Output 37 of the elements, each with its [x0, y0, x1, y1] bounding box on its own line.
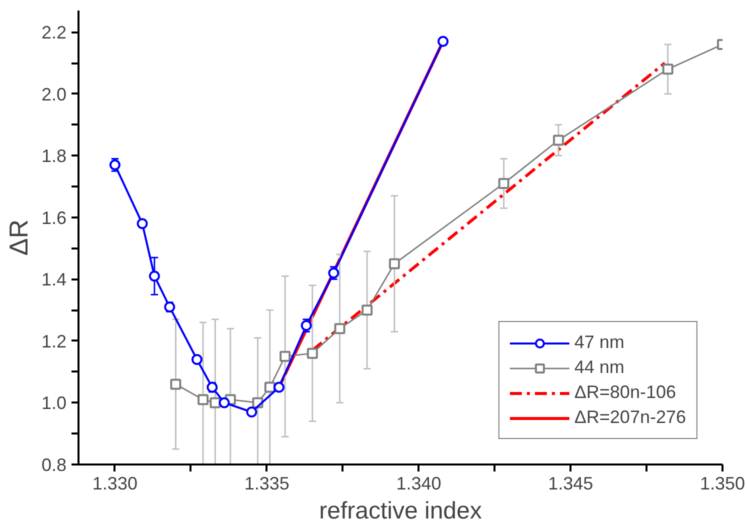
x-tick-label: 1.340 [396, 474, 442, 494]
point [552, 134, 564, 146]
y-tick-label: 1.0 [41, 393, 67, 414]
legend-label: ΔR=80n-106 [574, 382, 676, 403]
point [362, 304, 373, 316]
point [136, 218, 148, 230]
point [210, 397, 221, 408]
legend-label: ΔR=207n-276 [574, 407, 686, 428]
point [191, 354, 202, 365]
point [218, 397, 230, 408]
point [306, 348, 318, 359]
point [246, 406, 258, 418]
point [170, 378, 182, 390]
y-tick-label: 0.8 [41, 455, 67, 475]
point [148, 270, 160, 282]
point [662, 64, 674, 75]
y-tick-label: 1.6 [41, 208, 67, 228]
point [273, 382, 284, 393]
x-axis-title: refractive index [319, 498, 482, 524]
point [388, 258, 400, 270]
point [280, 350, 291, 362]
x-tick-label: 1.350 [700, 474, 746, 494]
y-axis-title: ΔR [3, 219, 34, 256]
x-tick-label: 1.335 [244, 474, 290, 494]
legend-label: 47 nm [574, 332, 624, 353]
y-tick-label: 1.2 [41, 331, 67, 352]
y-tick-label: 1.8 [41, 146, 67, 166]
y-tick-label: 2.2 [41, 22, 67, 43]
point [198, 394, 209, 406]
legend-label: 44 nm [574, 357, 624, 378]
point [498, 178, 510, 189]
point [438, 36, 449, 47]
point [334, 323, 346, 334]
y-tick-label: 2.0 [41, 84, 67, 104]
x-tick-label: 1.330 [92, 474, 138, 494]
y-tick-label: 1.4 [41, 270, 67, 290]
x-tick-label: 1.345 [548, 474, 594, 494]
